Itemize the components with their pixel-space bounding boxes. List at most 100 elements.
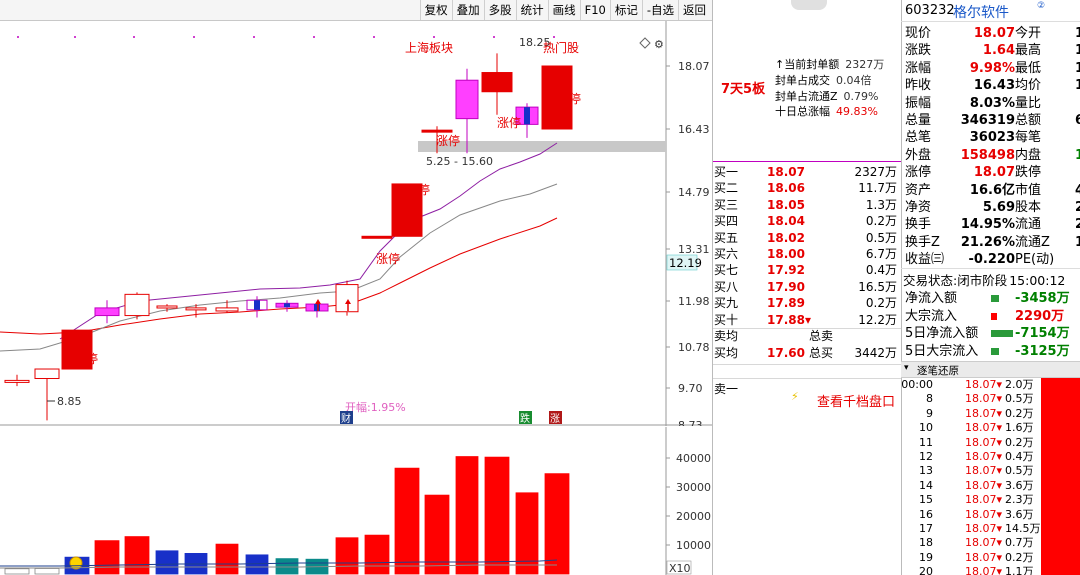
tick-row[interactable]: 15:00:00 18.07▾2.0万 (901, 378, 1041, 392)
volume-bar[interactable] (544, 473, 570, 575)
bid-row[interactable]: 买十 17.88▾ 12.2万 (713, 312, 901, 329)
tick-row[interactable]: 18 18.07▾ 0.7万 (901, 536, 1041, 550)
candlestick-chart[interactable]: 18.07 16.43 14.79 13.31 11.98 10.78 9.70 8.73 12… (0, 21, 712, 426)
candle[interactable] (185, 304, 207, 318)
candle[interactable] (455, 68, 479, 154)
candle[interactable] (481, 53, 513, 115)
volume-bar[interactable] (364, 534, 390, 575)
toolbar-button-3[interactable]: 统计 (515, 0, 548, 20)
toolbar-button-5[interactable]: F10 (579, 0, 610, 20)
toolbar-button-7[interactable]: -自选 (641, 0, 678, 20)
bid-price: 18.02 (767, 230, 805, 245)
toolbar-button-8[interactable]: 返回 (678, 0, 710, 20)
candle[interactable] (124, 292, 150, 320)
volume-bar[interactable] (394, 467, 420, 575)
quote-row: 资产 16.6亿 市值 4 (905, 182, 1080, 199)
candle[interactable] (361, 235, 393, 239)
financial-marker[interactable]: 财 (340, 411, 353, 425)
candle[interactable] (515, 103, 539, 138)
bid-row[interactable]: 买九 17.89 0.2万 (713, 295, 901, 312)
flow-row: 5日净流入额 -7154万 (905, 325, 1080, 342)
candle[interactable] (215, 300, 239, 313)
quote-row: 现价 18.07 今开 1 (905, 25, 1080, 42)
chevron-down-icon[interactable]: ▾ (904, 363, 909, 373)
flow-label: 5日净流入额 (905, 326, 979, 341)
volume-chart[interactable]: 40000 30000 20000 10000 X10 (0, 427, 712, 575)
low-price-label: 8.85 (57, 395, 82, 408)
bid-row[interactable]: 买五 18.02 0.5万 (713, 230, 901, 247)
quote-value-2: 2 (1075, 200, 1080, 215)
volume-bar[interactable] (484, 456, 510, 575)
candle[interactable] (246, 296, 268, 318)
view-full-depth-link[interactable]: 查看千档盘口 (817, 395, 896, 410)
tick-row[interactable]: 17 18.07▾ 14.5万 (901, 522, 1041, 536)
toolbar-button-1[interactable]: 叠加 (451, 0, 484, 20)
bid-row[interactable]: 买四 18.04 0.2万 (713, 213, 901, 230)
candle[interactable] (156, 304, 178, 312)
quote-label-2: 均价 (1015, 78, 1042, 94)
bid-row[interactable]: 买一 18.07 2327万 (713, 164, 901, 181)
bid-row[interactable]: 买七 17.92 0.4万 (713, 262, 901, 279)
volume-bar[interactable] (155, 550, 179, 575)
tick-row[interactable]: 16 18.07▾ 3.6万 (901, 508, 1041, 522)
panel-collapse-tab[interactable] (791, 0, 827, 10)
total-label: 总买 (809, 346, 834, 360)
quote-label-2: 量比 (1015, 95, 1042, 111)
tick-row[interactable]: 9 18.07▾ 0.2万 (901, 407, 1041, 421)
quote-value-2: 1 (1075, 60, 1080, 76)
volume-bar[interactable] (94, 540, 120, 575)
toolbar-button-4[interactable]: 画线 (547, 0, 580, 20)
volume-bar[interactable] (4, 568, 30, 575)
candle[interactable] (275, 300, 299, 312)
candle[interactable] (421, 126, 453, 154)
volume-bar[interactable] (515, 492, 539, 575)
candle[interactable] (335, 280, 359, 316)
volume-bar[interactable] (124, 536, 150, 575)
toolbar-button-2[interactable]: 多股 (483, 0, 516, 20)
bid-row[interactable]: 买六 18.00 6.7万 (713, 246, 901, 263)
volume-bar[interactable] (215, 543, 239, 575)
flow-bar (991, 312, 997, 320)
volume-bar[interactable] (455, 456, 479, 575)
quote-value-2: 4 (1075, 182, 1080, 198)
tick-row[interactable]: 20 18.07▾ 1.1万 (901, 565, 1041, 575)
volume-bar[interactable] (335, 537, 359, 575)
flow-bar (991, 295, 999, 302)
avg-row: 买均 17.60 总买 3442万 (713, 345, 901, 362)
stock-name[interactable]: 格尔软件 (953, 5, 1009, 21)
tick-row[interactable]: 11 18.07▾ 0.2万 (901, 436, 1041, 450)
volume-bar[interactable] (275, 558, 299, 575)
toolbar-button-0[interactable]: 复权 (419, 0, 452, 20)
tick-row[interactable]: 12 18.07▾ 0.4万 (901, 450, 1041, 464)
tick-row[interactable]: 14 18.07▾ 3.6万 (901, 479, 1041, 493)
candle[interactable] (94, 300, 120, 324)
diamond-icon[interactable] (639, 37, 651, 49)
bid-row[interactable]: 买三 18.05 1.3万 (713, 197, 901, 214)
candle[interactable] (391, 183, 423, 237)
bid-row[interactable]: 买二 18.06 11.7万 (713, 180, 901, 197)
up-marker[interactable]: 涨 (549, 411, 562, 425)
chart-area: 18.07 16.43 14.79 13.31 11.98 10.78 9.70 8.73 12… (0, 21, 712, 575)
limit-up-label: 涨停 (436, 133, 460, 148)
tick-row[interactable]: 19 18.07▾ 0.2万 (901, 551, 1041, 565)
tick-row[interactable]: 10 18.07▾ 1.6万 (901, 421, 1041, 435)
settings-icon[interactable]: ⚙ (654, 38, 664, 51)
bid-level: 买四 (714, 214, 739, 229)
tick-time: 15:00:00 (901, 378, 933, 391)
volume-bar[interactable] (34, 568, 60, 575)
flow-bar (991, 330, 1013, 337)
candle[interactable] (305, 302, 329, 318)
tick-row[interactable]: 15 18.07▾ 2.3万 (901, 493, 1041, 507)
down-marker[interactable]: 跌 (519, 411, 532, 425)
tick-row[interactable]: 13 18.07▾ 0.5万 (901, 464, 1041, 478)
quote-row: 涨跌 1.64 最高 1 (905, 42, 1080, 59)
tick-row[interactable]: 8 18.07▾ 0.5万 (901, 392, 1041, 406)
toolbar-button-6[interactable]: 标记 (609, 0, 642, 20)
volume-bar[interactable] (245, 554, 269, 575)
candle[interactable] (34, 368, 60, 421)
candle[interactable] (4, 374, 30, 387)
candle[interactable] (61, 329, 93, 370)
bid-row[interactable]: 买八 17.90 16.5万 (713, 279, 901, 296)
quote-label: 涨跌 (905, 43, 932, 59)
volume-bar[interactable] (424, 494, 450, 575)
